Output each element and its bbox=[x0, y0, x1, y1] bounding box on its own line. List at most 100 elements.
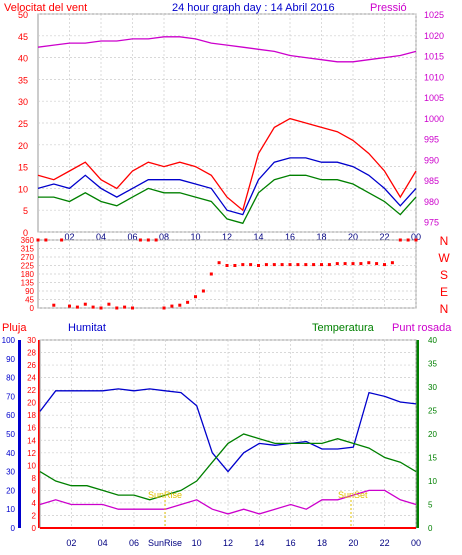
y-tick-label: 90 bbox=[25, 287, 34, 296]
temp-tick-label: 25 bbox=[428, 407, 437, 416]
sunset-annotation: SunSet bbox=[338, 490, 368, 500]
x-tick-label: 06 bbox=[129, 538, 139, 548]
x-tick-label: 00 bbox=[411, 538, 421, 548]
chart3-label-dewpoint: Punt rosada bbox=[392, 322, 452, 334]
temp-tick-label: 15 bbox=[428, 454, 437, 463]
series-line bbox=[39, 433, 417, 501]
chart3-grid bbox=[40, 339, 417, 529]
compass-label: W bbox=[438, 251, 450, 265]
wind-direction-point bbox=[162, 306, 166, 310]
compass-label: N bbox=[440, 234, 449, 248]
x-tick-label: 22 bbox=[380, 538, 390, 548]
y2-tick-label: 975 bbox=[424, 218, 439, 228]
x-tick-label: 14 bbox=[253, 232, 263, 242]
y2-tick-label: 980 bbox=[424, 197, 439, 207]
rain-tick-label: 26 bbox=[27, 361, 36, 370]
series-line bbox=[39, 489, 417, 515]
series-line bbox=[37, 117, 417, 212]
series-line bbox=[37, 36, 417, 63]
x-tick-label: 00 bbox=[411, 232, 421, 242]
chart1-y2-ticks: 975 980 985 990 995 1000 1005 1010 1015 1020 1025 bbox=[424, 10, 444, 228]
temp-tick-label: 40 bbox=[428, 336, 437, 345]
x-tick-label: 20 bbox=[348, 538, 358, 548]
wind-direction-point bbox=[83, 302, 87, 306]
humidity-tick-label: 0 bbox=[11, 524, 16, 533]
wind-direction-point bbox=[44, 238, 48, 242]
compass-label: N bbox=[440, 302, 449, 316]
wind-direction-point bbox=[264, 263, 268, 267]
humidity-tick-label: 100 bbox=[2, 336, 16, 345]
wind-direction-point bbox=[52, 303, 56, 307]
humidity-tick-label: 20 bbox=[6, 486, 15, 495]
temp-tick-label: 30 bbox=[428, 383, 437, 392]
rain-tick-label: 6 bbox=[32, 486, 37, 495]
chart1-grid bbox=[38, 13, 417, 233]
rain-tick-label: 4 bbox=[32, 499, 37, 508]
wind-direction-point bbox=[406, 238, 410, 242]
x-tick-label: 08 bbox=[159, 232, 169, 242]
y2-tick-label: 1020 bbox=[424, 31, 444, 41]
wind-direction-point bbox=[60, 238, 64, 242]
series-line bbox=[39, 388, 417, 473]
wind-direction-point bbox=[280, 263, 284, 267]
x-tick-label: 10 bbox=[192, 538, 202, 548]
y2-tick-label: 1005 bbox=[424, 93, 444, 103]
x-tick-label: 18 bbox=[316, 232, 326, 242]
wind-direction-point bbox=[320, 263, 323, 267]
sunrise-annotation: SunRise bbox=[148, 490, 182, 500]
rain-tick-label: 28 bbox=[27, 349, 36, 358]
wind-direction-point bbox=[68, 304, 71, 308]
wind-direction-point bbox=[75, 305, 79, 309]
humidity-tick-label: 90 bbox=[6, 355, 15, 364]
y-tick-label: 30 bbox=[18, 97, 28, 107]
wind-direction-point bbox=[209, 272, 213, 276]
y-tick-label: 135 bbox=[21, 279, 35, 288]
y-tick-label: 45 bbox=[18, 32, 28, 42]
y-tick-label: 20 bbox=[18, 141, 28, 151]
wind-direction-point bbox=[233, 264, 237, 267]
wind-direction-point bbox=[217, 261, 221, 265]
wind-direction-point bbox=[241, 263, 245, 267]
wind-direction-point bbox=[272, 263, 276, 267]
wind-direction-point bbox=[170, 304, 174, 308]
wind-direction-point bbox=[107, 302, 111, 306]
rain-tick-label: 2 bbox=[32, 511, 37, 520]
wind-direction-point bbox=[257, 264, 260, 267]
x-tick-label: 10 bbox=[190, 232, 200, 242]
wind-direction-point bbox=[375, 262, 379, 266]
chart3-series bbox=[39, 388, 417, 529]
temp-tick-label: 5 bbox=[428, 501, 433, 510]
x-tick-label: 22 bbox=[379, 232, 389, 242]
wind-direction-point bbox=[327, 263, 331, 267]
y-tick-label: 40 bbox=[18, 54, 28, 64]
x-tick-label: 02 bbox=[64, 232, 74, 242]
wind-direction-point bbox=[186, 300, 190, 304]
wind-direction-point bbox=[194, 295, 197, 299]
wind-direction-point bbox=[146, 238, 150, 242]
y-tick-label: 225 bbox=[21, 262, 35, 271]
rain-tick-label: 10 bbox=[27, 461, 36, 470]
temp-tick-label: 0 bbox=[428, 524, 433, 533]
y-tick-label: 45 bbox=[25, 296, 34, 305]
wind-direction-point bbox=[335, 262, 339, 266]
y-tick-label: 315 bbox=[21, 245, 35, 254]
wind-direction-point bbox=[359, 262, 363, 266]
humidity-axis-bar bbox=[18, 340, 21, 528]
wind-direction-point bbox=[304, 263, 308, 267]
chart1-y-ticks: 0 5 10 15 20 25 30 35 40 45 50 bbox=[18, 10, 28, 238]
y2-tick-label: 990 bbox=[424, 155, 439, 165]
x-tick-label: 14 bbox=[254, 538, 264, 548]
y-tick-label: 50 bbox=[18, 10, 28, 20]
rain-tick-label: 16 bbox=[27, 424, 36, 433]
y2-tick-label: 1010 bbox=[424, 72, 444, 82]
temp-tick-label: 10 bbox=[428, 477, 437, 486]
humidity-tick-label: 60 bbox=[6, 411, 15, 420]
chart1-ylabel: Velocitat del vent bbox=[4, 2, 87, 14]
y-tick-label: 270 bbox=[21, 253, 35, 262]
humidity-tick-label: 10 bbox=[6, 505, 15, 514]
humidity-tick-label: 40 bbox=[6, 449, 15, 458]
rain-tick-label: 0 bbox=[32, 524, 37, 533]
